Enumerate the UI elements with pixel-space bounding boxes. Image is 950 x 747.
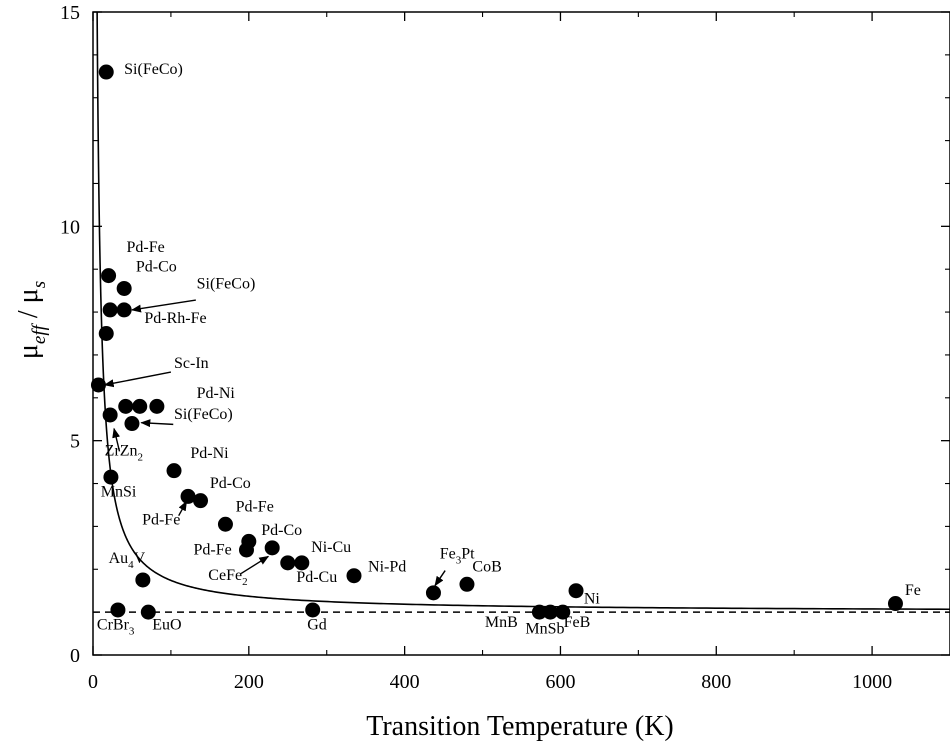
annotation-arrow xyxy=(103,371,172,388)
annotation-arrow xyxy=(178,500,188,517)
point-label: Ni-Pd xyxy=(368,558,406,575)
x-tick-label: 400 xyxy=(390,671,420,693)
data-point xyxy=(102,302,118,318)
y-axis-title-mu-eff: μ xyxy=(13,344,44,359)
data-point xyxy=(305,602,321,618)
point-label: Pd-Fe xyxy=(236,498,274,515)
y-axis-title-sub-eff: eff xyxy=(29,322,50,344)
data-point xyxy=(90,377,106,393)
data-point xyxy=(887,596,903,612)
plot-area: Si(FeCo) Pd-Fe Pd-Co Si(FeCo) Pd-Rh-Fe Sc-In P… xyxy=(90,11,950,656)
data-point xyxy=(110,602,126,618)
y-tick-label: 10 xyxy=(60,216,80,238)
data-point xyxy=(193,493,209,509)
point-label: CeFe2 xyxy=(208,567,247,588)
y-tick-label: 5 xyxy=(70,431,80,453)
annotation-arrow xyxy=(434,570,446,587)
data-point xyxy=(346,568,362,584)
y-axis: 0 5 10 15 xyxy=(60,2,950,667)
data-point xyxy=(102,407,118,423)
data-point xyxy=(116,302,132,318)
data-point xyxy=(531,604,547,620)
point-label: Pd-Co xyxy=(210,475,251,492)
point-label: Au4V xyxy=(109,550,146,571)
x-tick-label: 800 xyxy=(701,671,731,693)
point-label: ZrZn2 xyxy=(105,443,143,464)
point-label: Pd-Ni xyxy=(190,445,229,462)
y-axis-title-sub-s: s xyxy=(29,281,50,288)
point-label: Sc-In xyxy=(174,355,209,372)
point-label: Pd-Co xyxy=(261,522,302,539)
data-point xyxy=(217,516,233,532)
point-label: MnSi xyxy=(101,483,137,500)
data-point xyxy=(280,555,296,571)
point-label: Pd-Rh-Fe xyxy=(144,310,206,327)
data-point xyxy=(118,398,134,414)
y-tick-label: 0 xyxy=(70,645,80,667)
data-point xyxy=(542,604,558,620)
plot-frame xyxy=(92,11,950,656)
point-label: CrBr3 xyxy=(97,616,135,637)
data-point xyxy=(149,398,165,414)
data-point xyxy=(98,326,114,341)
point-label: Pd-Fe xyxy=(194,541,232,558)
fit-curve xyxy=(96,11,950,611)
annotation-arrow xyxy=(112,427,121,452)
point-label: Ni-Cu xyxy=(311,539,351,556)
annotation-arrow xyxy=(140,419,174,428)
data-point xyxy=(101,268,117,284)
data-point xyxy=(132,398,148,414)
x-axis: 0 200 400 600 800 1000 xyxy=(88,12,892,693)
data-point xyxy=(124,416,140,432)
point-label: Fe3Pt xyxy=(440,546,475,567)
data-point xyxy=(294,555,310,571)
data-point xyxy=(425,585,441,601)
point-label: MnB xyxy=(485,614,518,631)
point-label: Pd-Co xyxy=(136,258,177,275)
point-label: CoB xyxy=(472,558,501,575)
data-point xyxy=(238,542,254,558)
point-label: Pd-Cu xyxy=(296,569,337,586)
point-label: Pd-Ni xyxy=(197,385,236,402)
x-tick-label: 600 xyxy=(545,671,575,693)
annotation-arrow xyxy=(130,299,196,313)
point-label: Si(FeCo) xyxy=(197,275,256,292)
y-axis-title: μeff / μs xyxy=(13,281,50,359)
data-point xyxy=(459,576,475,592)
data-point xyxy=(166,463,182,479)
data-point xyxy=(98,64,114,80)
data-point xyxy=(140,604,156,620)
point-label: FeB xyxy=(564,614,591,631)
x-tick-label: 0 xyxy=(88,671,98,693)
data-point xyxy=(103,469,119,485)
point-label: Pd-Fe xyxy=(127,239,165,256)
y-axis-title-mu-s: μ xyxy=(13,288,44,303)
point-label: Si(FeCo) xyxy=(174,406,233,423)
data-point xyxy=(180,488,196,504)
x-tick-label: 1000 xyxy=(852,671,892,693)
point-label: Ni xyxy=(584,591,601,608)
data-point xyxy=(555,604,571,620)
data-point xyxy=(568,583,584,599)
data-point xyxy=(264,540,280,556)
point-label: Si(FeCo) xyxy=(124,61,183,78)
y-axis-title-slash: / xyxy=(13,303,44,325)
x-tick-label: 200 xyxy=(234,671,264,693)
point-label: Pd-Fe xyxy=(142,511,180,528)
y-tick-label: 15 xyxy=(60,2,80,24)
x-axis-title: Transition Temperature (K) xyxy=(366,711,674,742)
point-label: Gd xyxy=(307,616,327,633)
data-point xyxy=(116,280,132,296)
point-label: Fe xyxy=(905,582,921,599)
point-label: EuO xyxy=(152,616,181,633)
point-label: MnSb xyxy=(525,621,564,638)
annotation-arrow xyxy=(240,555,270,575)
data-point xyxy=(135,572,151,588)
